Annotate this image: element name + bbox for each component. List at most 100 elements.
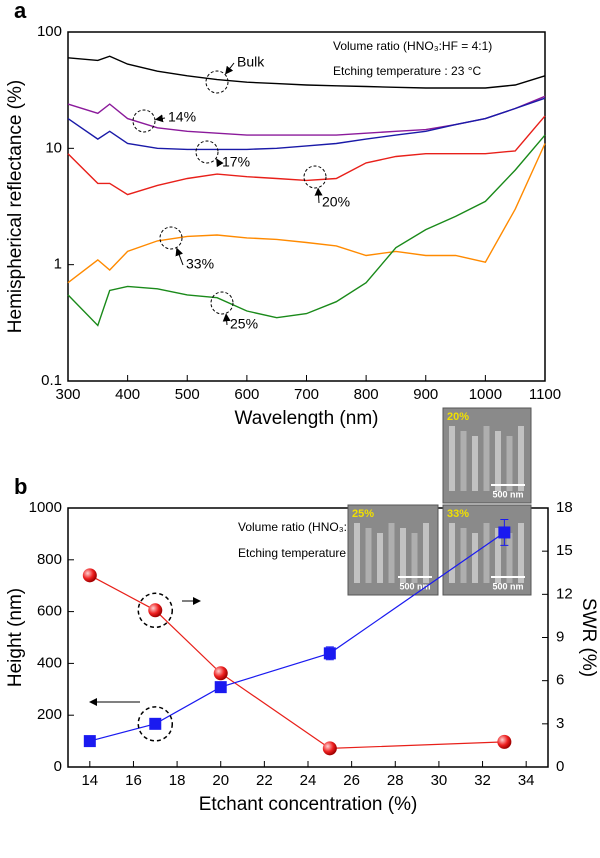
y-tick-label: 0.1 <box>41 372 62 389</box>
label-arrow <box>222 313 231 326</box>
point <box>82 568 97 583</box>
inset-label: 33% <box>447 508 469 520</box>
y-tick-label: 600 <box>37 603 62 620</box>
x-tick-label: 20 <box>212 772 229 789</box>
series-label: 25% <box>230 316 258 332</box>
inset-label: 20% <box>447 411 469 423</box>
series-line <box>67 97 546 151</box>
x-tick-label: 300 <box>55 386 80 403</box>
y-tick-label: 0 <box>54 758 62 775</box>
x-tick-label: 26 <box>343 772 360 789</box>
x-tick-label: 18 <box>169 772 186 789</box>
x-tick-label: 800 <box>354 386 379 403</box>
sem-texture <box>506 436 513 491</box>
sem-texture <box>495 431 501 491</box>
sem-texture <box>472 533 478 583</box>
x-tick-label: 14 <box>81 772 98 789</box>
scale-label: 500 nm <box>399 581 430 591</box>
y2-tick-label: 18 <box>556 499 573 516</box>
sem-texture <box>460 528 467 583</box>
sem-texture <box>483 426 490 491</box>
x-tick-label: 24 <box>300 772 317 789</box>
sem-texture <box>388 523 395 583</box>
point <box>323 647 336 660</box>
y-axis-label: Hemispherical reflectance (%) <box>5 80 26 333</box>
y-tick-label: 200 <box>37 706 62 723</box>
highlight-circle <box>210 291 234 315</box>
highlight-circle <box>303 165 327 189</box>
sem-texture <box>365 528 372 583</box>
panel-label: a <box>14 0 27 23</box>
series-label: 17% <box>222 154 250 170</box>
series-line <box>89 532 505 742</box>
y-tick-label: 800 <box>37 551 62 568</box>
x-tick-label: 900 <box>413 386 438 403</box>
label-arrow <box>314 187 323 204</box>
series-label: 33% <box>186 256 214 272</box>
point <box>322 741 337 756</box>
x-tick-label: 32 <box>474 772 491 789</box>
sem-texture <box>460 431 467 491</box>
x-tick-label: 700 <box>294 386 319 403</box>
y-axis-label: Height (nm) <box>5 588 26 687</box>
inset-label: 25% <box>352 508 374 520</box>
x-tick-label: 16 <box>125 772 142 789</box>
sem-texture <box>377 533 383 583</box>
label-arrow <box>225 62 235 75</box>
x-tick-label: 600 <box>234 386 259 403</box>
series-line <box>67 134 546 327</box>
y-tick-label: 1000 <box>29 499 62 516</box>
scale-label: 500 nm <box>492 581 523 591</box>
y-tick-label: 10 <box>45 139 62 156</box>
x-tick-label: 34 <box>518 772 535 789</box>
sem-texture <box>423 523 429 583</box>
x-tick-label: 22 <box>256 772 273 789</box>
label-arrow <box>216 158 224 168</box>
point <box>148 603 163 618</box>
series-label: 14% <box>168 109 196 125</box>
point <box>214 681 227 694</box>
annotation: Etching temperature : 23 °C <box>333 64 482 78</box>
sem-texture <box>518 523 524 583</box>
sem-texture <box>472 436 478 491</box>
series-label: Bulk <box>237 54 265 70</box>
sem-texture <box>506 533 513 583</box>
y-tick-label: 400 <box>37 654 62 671</box>
y2-tick-label: 12 <box>556 585 573 602</box>
series-line <box>67 95 546 136</box>
series-label: 20% <box>322 194 350 210</box>
sem-texture <box>495 528 501 583</box>
sem-texture <box>449 426 455 491</box>
y2-tick-label: 0 <box>556 758 564 775</box>
highlight-circle <box>137 592 174 629</box>
panel-label: b <box>14 474 27 499</box>
series-line <box>67 143 546 284</box>
highlight-circle <box>195 140 219 164</box>
sem-texture <box>518 426 524 491</box>
x-axis-label: Wavelength (nm) <box>235 408 379 429</box>
sem-texture <box>411 533 418 583</box>
series-line <box>67 115 546 196</box>
x-axis-label: Etchant concentration (%) <box>199 794 418 815</box>
highlight-circle <box>137 706 174 742</box>
y2-tick-label: 9 <box>556 628 564 645</box>
sem-texture <box>400 528 406 583</box>
highlight-circle <box>159 226 183 250</box>
label-arrow <box>175 247 184 266</box>
x-tick-label: 500 <box>175 386 200 403</box>
point <box>83 735 96 748</box>
x-tick-label: 400 <box>115 386 140 403</box>
highlight-circle <box>205 70 229 94</box>
y2-tick-label: 15 <box>556 542 573 559</box>
x-tick-label: 1000 <box>469 386 502 403</box>
x-tick-label: 30 <box>431 772 448 789</box>
series-line <box>67 55 546 89</box>
sem-texture <box>354 523 360 583</box>
scale-label: 500 nm <box>492 489 523 499</box>
point <box>149 717 162 730</box>
sem-texture <box>449 523 455 583</box>
point <box>213 666 228 681</box>
point <box>497 734 512 749</box>
y2-tick-label: 3 <box>556 715 564 732</box>
